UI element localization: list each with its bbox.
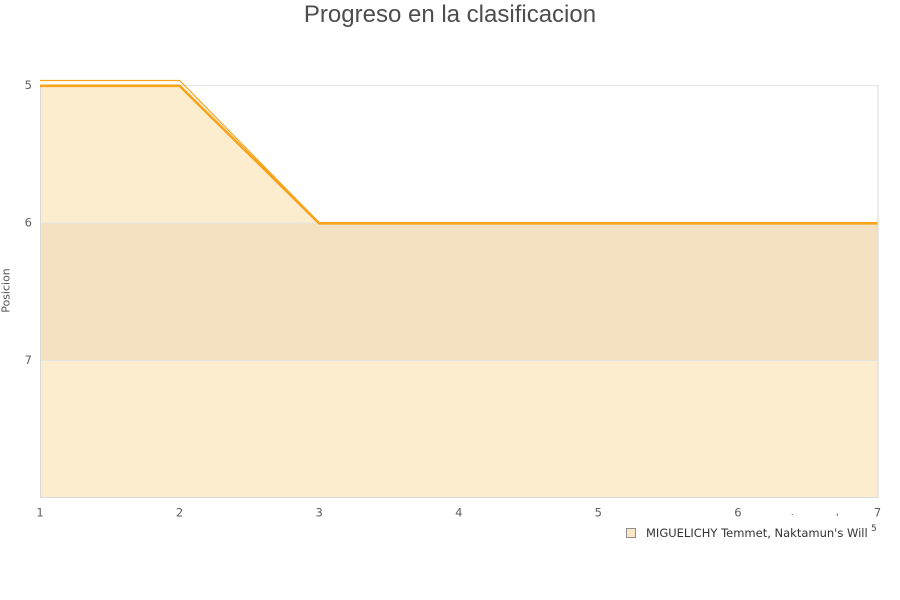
series-line [40,84,878,225]
series-line-secondary [40,79,318,221]
legend-swatch-icon [626,528,636,538]
position-band-6-7 [40,222,878,360]
x-tick-label: 4 [455,506,462,520]
chart-title: Progreso en la clasificacion [303,1,597,28]
y-tick-label: 6 [25,216,32,230]
legend-item-miguelichy[interactable]: MIGUELICHY Temmet, Naktamun's Will [626,526,868,540]
x-tick-label: 5 [595,506,602,520]
legend-artifact-mark: ' [836,513,839,523]
y-tick-label: 5 [25,78,32,92]
x-tick-label: 3 [316,506,323,520]
x-tick-label: 2 [176,506,183,520]
legend-label: MIGUELICHY Temmet, Naktamun's Will [646,526,868,540]
x-tick-label: 7 [874,506,881,520]
y-tick-label: 7 [25,353,32,367]
x-tick-label: 6 [734,506,741,520]
legend-artifact-mark: ˙ [790,514,795,524]
x-tick-label: 1 [36,506,43,520]
legend-superscript: 5 [871,524,877,534]
